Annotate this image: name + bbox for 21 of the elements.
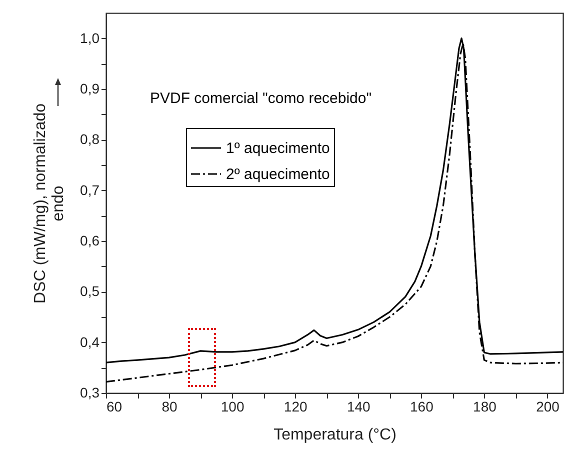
y-tick-label: 0,4 bbox=[80, 334, 100, 350]
y-axis-title: DSC (mW/mg), normalizado endo bbox=[32, 103, 68, 304]
y-tick-label: 0,6 bbox=[80, 232, 100, 248]
legend-label: 2º aquecimento bbox=[226, 166, 330, 183]
annotation: PVDF comercial "como recebido" bbox=[150, 90, 372, 107]
y-tick-label: 0,8 bbox=[80, 131, 100, 148]
y-tick-label: 0,9 bbox=[80, 80, 100, 96]
y-tick-label: 0,7 bbox=[80, 182, 100, 198]
legend-label: 1º aquecimento bbox=[226, 140, 330, 157]
y-tick-label: 0,3 bbox=[80, 384, 100, 400]
y-tick-label: 0,5 bbox=[80, 283, 100, 300]
x-tick-label: 140 bbox=[346, 398, 371, 414]
x-tick-label: 80 bbox=[162, 398, 178, 414]
x-tick-label: 180 bbox=[473, 398, 497, 414]
y-tick-label: 1,0 bbox=[80, 30, 100, 46]
x-axis-title: Temperatura (°C) bbox=[274, 426, 396, 444]
x-tick-label: 200 bbox=[536, 398, 560, 414]
x-tick-label: 60 bbox=[106, 398, 122, 414]
x-tick-label: 160 bbox=[410, 398, 434, 414]
x-tick-label: 100 bbox=[220, 398, 244, 414]
x-tick-label: 120 bbox=[284, 398, 308, 414]
